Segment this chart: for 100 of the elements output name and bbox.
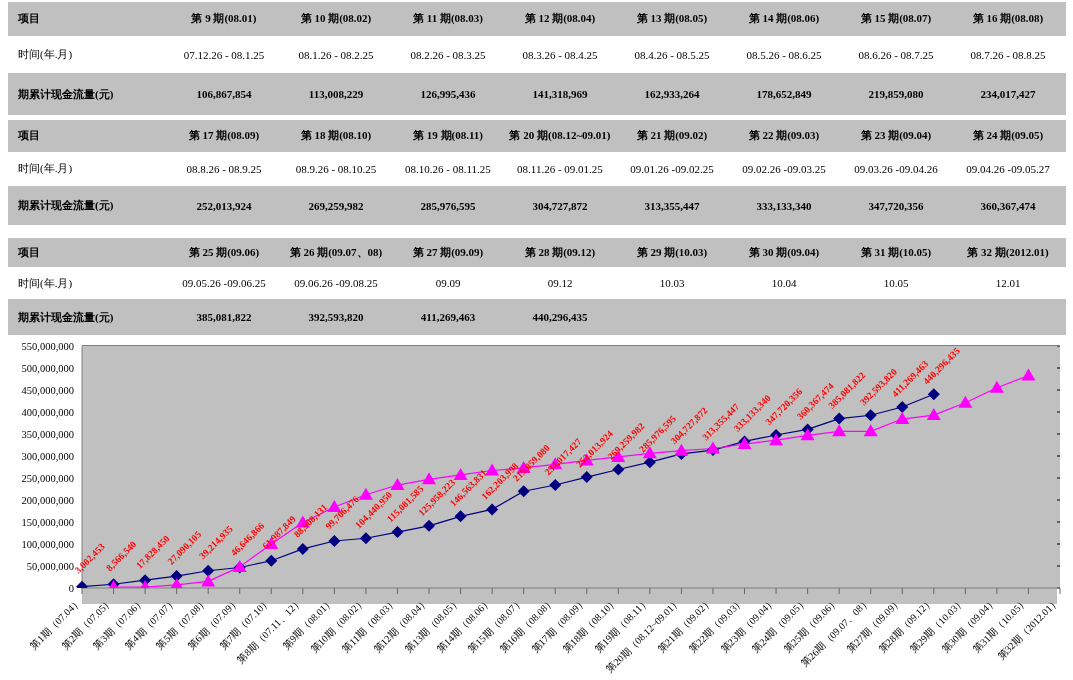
text: 第 31 期(10.05) xyxy=(860,246,932,259)
point xyxy=(1021,368,1036,381)
point xyxy=(328,534,341,547)
text: 第 9 期(08.01) xyxy=(191,12,257,25)
point xyxy=(201,574,216,587)
text: 12.01 xyxy=(995,277,1021,290)
text: 09.04.26 -09.05.27 xyxy=(966,162,1050,175)
text: 第 18 期(08.10) xyxy=(300,129,372,142)
text: 第 25 期(09.06) xyxy=(188,246,260,259)
point xyxy=(989,380,1004,393)
text: 第 20 期(08.12~09.01) xyxy=(509,129,611,142)
text: 141,318,969 xyxy=(532,88,588,101)
text: 第 12 期(08.04) xyxy=(524,12,596,25)
point xyxy=(926,408,941,421)
text: 347,720,356 xyxy=(868,199,924,212)
y-tick-label: 350,000,000 xyxy=(21,428,74,440)
text: 第 11 期(08.03) xyxy=(413,12,483,25)
text: 第 22 期(09.03) xyxy=(748,129,820,142)
text: 第 16 期(08.08) xyxy=(972,12,1044,25)
point xyxy=(612,463,625,476)
text: 07.12.26 - 08.1.25 xyxy=(183,48,265,61)
text: 385,081,822 xyxy=(196,311,252,324)
y-tick-label: 0 xyxy=(68,582,74,594)
text: 期累计现金流量(元) xyxy=(18,199,114,212)
text: 333,133,340 xyxy=(756,199,812,212)
point xyxy=(486,503,499,516)
text: 08.11.26 - 09.01.25 xyxy=(517,162,603,175)
text: 08.9.26 - 08.10.25 xyxy=(295,162,377,175)
text: 08.8.26 - 08.9.25 xyxy=(186,162,262,175)
text: 第 21 期(09.02) xyxy=(636,129,708,142)
text: 第 32 期(2012.01) xyxy=(967,246,1049,259)
text: 项目 xyxy=(18,12,40,25)
point xyxy=(265,554,278,567)
text: 项目 xyxy=(18,246,40,259)
text: 440,296,435 xyxy=(532,311,588,324)
text: 08.10.26 - 08.11.25 xyxy=(405,162,491,175)
point xyxy=(423,519,436,532)
text: 08.6.26 - 08.7.25 xyxy=(858,48,934,61)
text: 08.1.26 - 08.2.25 xyxy=(298,48,374,61)
text: 219,859,080 xyxy=(868,88,924,101)
text: 304,727,872 xyxy=(532,199,588,212)
point xyxy=(833,412,846,425)
text: 09.12 xyxy=(547,277,573,290)
text: 234,017,427 xyxy=(980,88,1036,101)
text: 252,013,924 xyxy=(196,199,252,212)
text: 09.01.26 -09.02.25 xyxy=(630,162,714,175)
text: 项目 xyxy=(18,129,40,142)
text: 第 14 期(08.06) xyxy=(748,12,820,25)
text: 第 13 期(08.05) xyxy=(636,12,708,25)
text: 08.4.26 - 08.5.25 xyxy=(634,48,710,61)
text: 第 23 期(09.04) xyxy=(860,129,932,142)
text: 第 28 期(09.12) xyxy=(524,246,596,259)
point xyxy=(895,412,910,425)
point xyxy=(296,542,309,555)
text: 10.05 xyxy=(883,277,909,290)
text: 313,355,447 xyxy=(644,199,700,212)
text: 第 15 期(08.07) xyxy=(860,12,932,25)
point xyxy=(580,471,593,484)
text: 第 26 期(09.07、08) xyxy=(289,246,383,259)
point xyxy=(800,428,815,441)
point xyxy=(896,401,909,414)
text: 09.09 xyxy=(435,277,461,290)
text: 113,008,229 xyxy=(308,88,364,101)
y-tick-label: 150,000,000 xyxy=(21,516,74,528)
text: 第 19 期(08.11) xyxy=(413,129,483,142)
point xyxy=(454,510,467,523)
text: 第 10 期(08.02) xyxy=(300,12,372,25)
text: 时间(年.月) xyxy=(18,276,73,289)
point xyxy=(769,433,784,446)
y-tick-label: 100,000,000 xyxy=(21,538,74,550)
text: 09.02.26 -09.03.25 xyxy=(742,162,826,175)
text: 106,867,854 xyxy=(196,88,252,101)
text: 第 24 期(09.05) xyxy=(972,129,1044,142)
point xyxy=(832,424,847,437)
point xyxy=(549,479,562,492)
y-tick-label: 300,000,000 xyxy=(21,450,74,462)
text: 第 30 期(09.04) xyxy=(748,246,820,259)
y-tick-label: 550,000,000 xyxy=(21,340,74,352)
text: 10.03 xyxy=(659,277,685,290)
point xyxy=(863,424,878,437)
text: 285,976,595 xyxy=(420,199,476,212)
text: 期累计现金流量(元) xyxy=(18,310,114,323)
y-tick-label: 450,000,000 xyxy=(21,384,74,396)
y-tick-label: 400,000,000 xyxy=(21,406,74,418)
text: 时间(年.月) xyxy=(18,162,73,175)
text: 269,259,982 xyxy=(308,199,364,212)
point xyxy=(864,409,877,422)
text: 360,367,474 xyxy=(980,199,1036,212)
text: 第 17 期(08.09) xyxy=(188,129,260,142)
text: 第 27 期(09.09) xyxy=(412,246,484,259)
text: 126,995,436 xyxy=(420,88,476,101)
text: 时间(年.月) xyxy=(18,48,73,61)
point xyxy=(391,526,404,539)
y-tick-label: 200,000,000 xyxy=(21,494,74,506)
text: 08.7.26 - 08.8.25 xyxy=(970,48,1046,61)
point xyxy=(359,532,372,545)
y-tick-label: 250,000,000 xyxy=(21,472,74,484)
text: 09.06.26 -09.08.25 xyxy=(294,277,378,290)
point xyxy=(202,564,215,577)
text: 期累计现金流量(元) xyxy=(18,87,114,100)
